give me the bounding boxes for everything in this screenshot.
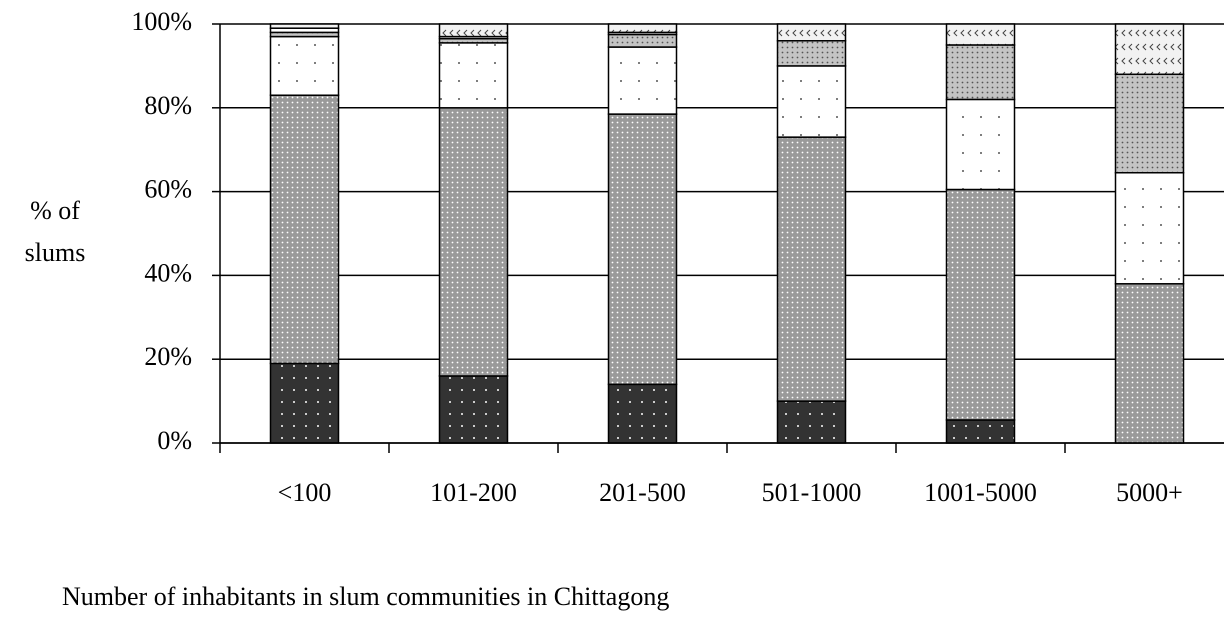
bar-segment [438,375,509,444]
x-tick-label: 501-1000 [762,478,862,507]
bar-segment [269,362,340,444]
bar-segment [945,98,1016,191]
y-tick-label: 80% [144,91,192,120]
y-tick-label: 100% [131,7,192,36]
bar-segment [776,40,847,67]
bar-segment [945,188,1016,421]
y-axis-label: slums [25,238,86,267]
x-tick-label: 5000+ [1116,478,1183,507]
bar-segment [945,23,1016,46]
bar-segment [945,44,1016,101]
bar-segment [1114,283,1185,444]
x-tick-label: 1001-5000 [924,478,1037,507]
bar-segment [1114,73,1185,174]
bar-segment [438,23,509,38]
bar-segment [607,33,678,48]
y-tick-label: 60% [144,175,192,204]
bar-segment [438,107,509,377]
bar-segment [776,65,847,138]
bar-segment [607,46,678,115]
x-tick-label: 201-500 [599,478,686,507]
bar-segment [607,383,678,444]
bar-segment [607,23,678,34]
bar-segment [269,23,340,29]
bar-segment [776,136,847,402]
bar-segment [607,113,678,386]
x-axis-label: Number of inhabitants in slum communitie… [62,582,669,611]
x-tick-label: <100 [278,478,332,507]
bar-segment [269,35,340,96]
y-tick-label: 20% [144,342,192,371]
x-tick-label: 101-200 [430,478,517,507]
bar-segment [1114,171,1185,285]
bar-segment [438,42,509,109]
y-tick-label: 0% [157,426,192,455]
bar-segment [269,94,340,365]
bar-segment [1114,23,1185,76]
bar-segment [776,400,847,444]
bar-segment [776,23,847,42]
bar-segment [945,419,1016,444]
y-tick-label: 40% [144,258,192,287]
y-axis-label: % of [30,196,80,225]
